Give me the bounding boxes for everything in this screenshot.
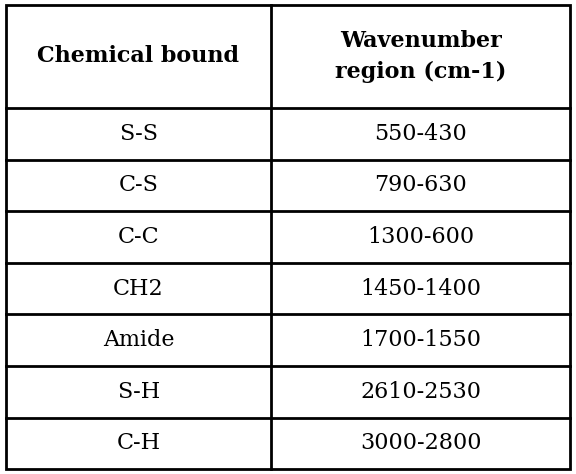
Text: C-C: C-C (118, 226, 159, 248)
Text: 790-630: 790-630 (374, 174, 467, 196)
Text: 1450-1400: 1450-1400 (360, 278, 481, 300)
Text: C-H: C-H (116, 432, 161, 455)
Text: CH2: CH2 (113, 278, 164, 300)
Text: 3000-2800: 3000-2800 (360, 432, 482, 455)
Text: Wavenumber
region (cm-1): Wavenumber region (cm-1) (335, 30, 506, 82)
Text: Amide: Amide (103, 329, 174, 351)
Text: C-S: C-S (119, 174, 158, 196)
Text: S-H: S-H (117, 381, 160, 403)
Text: 1700-1550: 1700-1550 (360, 329, 481, 351)
Text: Chemical bound: Chemical bound (37, 46, 240, 67)
Text: S-S: S-S (119, 123, 158, 145)
Text: 1300-600: 1300-600 (367, 226, 474, 248)
Text: 550-430: 550-430 (374, 123, 467, 145)
Text: 2610-2530: 2610-2530 (360, 381, 481, 403)
